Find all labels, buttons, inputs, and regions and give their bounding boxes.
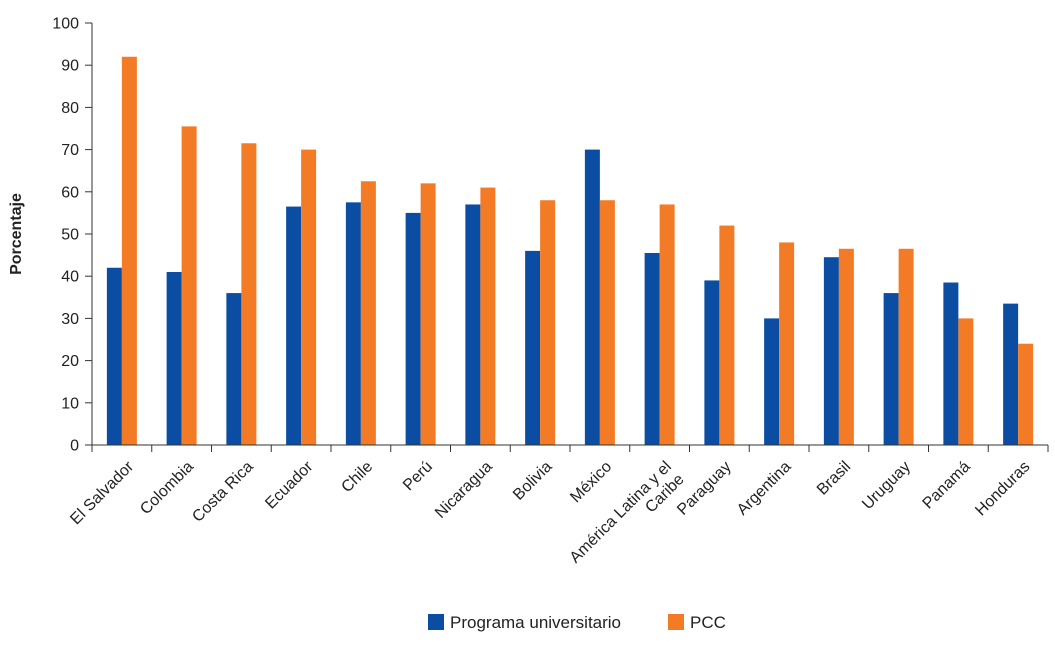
x-tick-label-line: Chile: [338, 458, 376, 496]
bar-programa-universitario: [883, 293, 899, 445]
x-tick-label-line: Paraguay: [674, 458, 734, 518]
bar-programa-universitario: [226, 293, 242, 445]
bar-programa-universitario: [525, 250, 541, 445]
y-axis-label: Porcentaje: [8, 193, 25, 275]
legend: Programa universitario PCC: [428, 613, 726, 632]
x-tick-label-line: Panamá: [920, 458, 974, 512]
y-tick-label: 10: [61, 395, 79, 412]
legend-swatch: [668, 614, 684, 630]
bar-pcc: [480, 187, 496, 445]
x-tick-label-line: Brasil: [814, 458, 854, 498]
x-tick-label-line: Honduras: [972, 458, 1033, 519]
x-tick-label: México: [567, 458, 615, 506]
bar-programa-universitario: [823, 257, 839, 445]
x-tick-label: Perú: [400, 458, 436, 494]
bar-pcc: [779, 242, 795, 445]
bar-pcc: [599, 200, 615, 445]
bar-programa-universitario: [584, 149, 600, 445]
x-tick-label: Panamá: [920, 458, 974, 512]
bar-pcc: [838, 248, 854, 445]
y-tick-label: 80: [61, 100, 79, 117]
y-tick-label: 60: [61, 184, 79, 201]
legend-label: Programa universitario: [450, 613, 621, 632]
bar-pcc: [360, 181, 376, 445]
x-tick-label: Honduras: [972, 458, 1033, 519]
x-tick-label: Chile: [338, 458, 376, 496]
x-tick-label: Bolivia: [510, 458, 555, 503]
bar-pcc: [121, 56, 137, 445]
x-tick-label-line: El Salvador: [67, 458, 137, 528]
bar-pcc: [420, 183, 436, 446]
bars: [106, 56, 1034, 446]
x-tick-label: Uruguay: [859, 458, 914, 513]
bar-programa-universitario: [286, 206, 302, 445]
bar-pcc: [241, 143, 257, 445]
x-tick-label-line: Perú: [400, 458, 436, 494]
bar-programa-universitario: [166, 271, 182, 445]
bar-programa-universitario: [943, 282, 959, 445]
bar-programa-universitario: [345, 202, 361, 445]
y-tick-label: 90: [61, 58, 79, 75]
x-tick-label-line: Bolivia: [510, 458, 555, 503]
x-tick-label: El Salvador: [67, 458, 137, 528]
bar-programa-universitario: [644, 252, 660, 445]
x-tick-label-line: Argentina: [734, 458, 795, 519]
x-tick-label-line: Colombia: [137, 458, 197, 518]
bar-programa-universitario: [405, 212, 421, 445]
bar-pcc: [659, 204, 675, 445]
y-tick-label: 50: [61, 227, 79, 244]
x-tick-label-line: Uruguay: [859, 458, 914, 513]
x-tick-label-line: América Latina y el: [567, 458, 675, 566]
x-tick-label-line: Nicaragua: [432, 458, 496, 522]
y-tick-label: 100: [52, 16, 79, 33]
bar-programa-universitario: [465, 204, 481, 445]
x-tick-label: Ecuador: [262, 458, 317, 513]
y-tick-label: 0: [70, 438, 79, 455]
bar-pcc: [719, 225, 735, 445]
bar-pcc: [540, 200, 556, 445]
bar-pcc: [898, 248, 914, 445]
y-tick-label: 30: [61, 311, 79, 328]
bar-programa-universitario: [704, 280, 720, 445]
legend-swatch: [428, 614, 444, 630]
x-tick-label: Argentina: [734, 458, 795, 519]
bar-pcc: [181, 126, 197, 445]
bar-programa-universitario: [764, 318, 780, 445]
y-tick-label: 20: [61, 353, 79, 370]
y-tick-label: 40: [61, 269, 79, 286]
x-tick-label: Nicaragua: [432, 458, 496, 522]
bar-programa-universitario: [1003, 303, 1019, 445]
x-tick-label-line: Costa Rica: [189, 458, 256, 525]
x-tick-label-line: México: [567, 458, 615, 506]
x-tick-label: Brasil: [814, 458, 854, 498]
bar-pcc: [958, 318, 974, 445]
x-tick-label: Costa Rica: [189, 458, 256, 525]
bar-programa-universitario: [106, 267, 122, 445]
x-tick-label-line: Ecuador: [262, 458, 317, 513]
y-tick-label: 70: [61, 142, 79, 159]
bar-pcc: [1018, 343, 1034, 445]
legend-label: PCC: [690, 613, 726, 632]
y-axis: 0 10 20 30 40 50 60 70 80 90 100: [52, 16, 93, 455]
bar-pcc: [301, 149, 317, 445]
x-tick-label: Paraguay: [674, 458, 734, 518]
x-tick-label: Colombia: [137, 458, 197, 518]
